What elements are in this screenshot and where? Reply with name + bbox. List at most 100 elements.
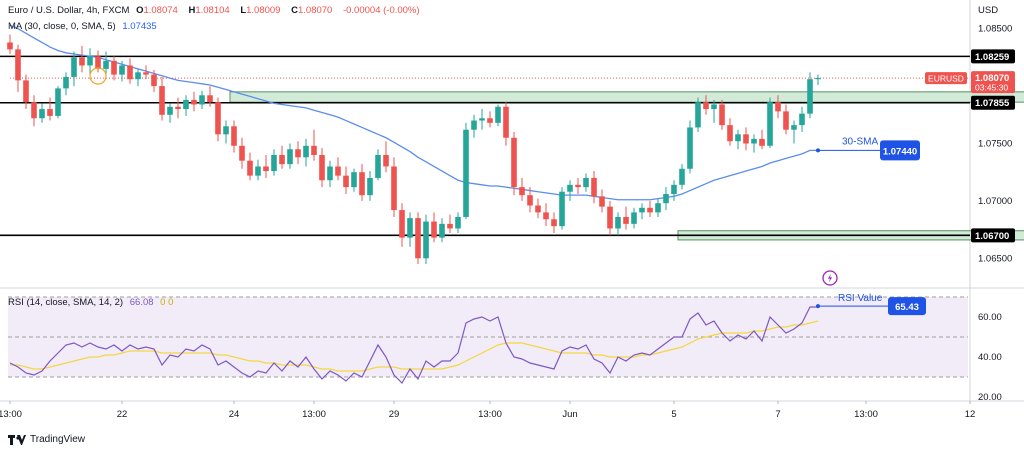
rsi-legend-label[interactable]: RSI (14, close, SMA, 14, 2) bbox=[8, 297, 124, 308]
candle-body bbox=[735, 134, 741, 142]
candle-body bbox=[183, 99, 189, 110]
candle-body bbox=[23, 80, 29, 103]
candle-body bbox=[351, 172, 357, 188]
x-tick-label: 13:00 bbox=[854, 409, 878, 420]
candle-body bbox=[383, 154, 389, 167]
tradingview-logo[interactable]: TradingView bbox=[8, 434, 85, 445]
ma-annotation-value: 1.07440 bbox=[883, 146, 917, 157]
countdown-label: 03:45:30 bbox=[975, 83, 1008, 93]
candle-body bbox=[623, 216, 629, 224]
x-tick-label: 22 bbox=[117, 409, 128, 420]
candle-body bbox=[127, 65, 133, 80]
candle-body bbox=[639, 207, 645, 213]
candle-body bbox=[159, 86, 165, 115]
candle-body bbox=[231, 126, 237, 146]
low-value: 1.08009 bbox=[246, 5, 281, 16]
candle-body bbox=[247, 160, 253, 176]
candle-body bbox=[399, 210, 405, 238]
candle-body bbox=[55, 88, 61, 116]
candle-body bbox=[95, 56, 101, 69]
candle-body bbox=[599, 196, 605, 207]
candle-body bbox=[559, 191, 565, 227]
candle-body bbox=[423, 221, 429, 259]
candle-body bbox=[407, 218, 413, 238]
candle-body bbox=[143, 72, 149, 75]
ma30-line: 30-SMA 1.07440 bbox=[9, 24, 920, 201]
candle-body bbox=[343, 175, 349, 188]
x-tick-label: Jun bbox=[562, 409, 577, 420]
candle-body bbox=[223, 126, 229, 135]
price-panel bbox=[0, 0, 970, 287]
candle-body bbox=[359, 172, 365, 196]
candle-body bbox=[551, 219, 557, 227]
candle-body bbox=[431, 221, 437, 238]
candle-body bbox=[687, 127, 693, 169]
candle-body bbox=[743, 134, 749, 144]
candle-body bbox=[263, 166, 269, 172]
level-label: 1.08259 bbox=[975, 52, 1009, 63]
ma-annotation-text: 30-SMA bbox=[842, 136, 878, 147]
close-value: 1.08070 bbox=[297, 5, 333, 16]
current-price-label: 1.08070 bbox=[975, 73, 1009, 84]
candle-body bbox=[215, 102, 221, 135]
candle-body bbox=[727, 125, 733, 142]
candle-body bbox=[415, 218, 421, 259]
candle-body bbox=[495, 106, 501, 123]
candle-body bbox=[103, 60, 109, 69]
symbol-title[interactable]: Euro / U.S. Dollar, 4h, FXCM bbox=[8, 5, 130, 16]
candle-body bbox=[527, 195, 533, 206]
high-value: 1.08104 bbox=[195, 5, 230, 16]
price-tick-label: 1.08500 bbox=[978, 24, 1012, 35]
ma-legend-label[interactable]: MA (30, close, 0, SMA, 5) bbox=[8, 21, 116, 32]
candle-body bbox=[119, 65, 125, 75]
candle-body bbox=[327, 166, 333, 181]
x-tick-label: 13:00 bbox=[0, 409, 22, 420]
candle-body bbox=[719, 104, 725, 126]
candle-body bbox=[79, 57, 85, 66]
candle-body bbox=[671, 184, 677, 195]
candle-body bbox=[375, 154, 381, 178]
candle-body bbox=[519, 187, 525, 196]
candle-body bbox=[207, 95, 213, 103]
candle-body bbox=[167, 106, 173, 115]
candle-body bbox=[583, 177, 589, 188]
candle-body bbox=[575, 184, 581, 188]
currency-label[interactable]: USD bbox=[978, 5, 999, 16]
ma-annotation-box bbox=[880, 140, 920, 161]
candle-body bbox=[799, 113, 805, 126]
candle-body bbox=[175, 106, 181, 110]
candle-body bbox=[711, 104, 717, 110]
tradingview-icon bbox=[8, 434, 26, 445]
candle-body bbox=[703, 102, 709, 110]
candle-body bbox=[71, 57, 77, 77]
candle-body bbox=[303, 145, 309, 158]
level-tag bbox=[971, 228, 1015, 243]
lightning-icon[interactable] bbox=[822, 270, 838, 286]
candle-body bbox=[543, 212, 549, 220]
ma-header: MA (30, close, 0, SMA, 5) 1.07435 bbox=[8, 21, 161, 32]
candle-body bbox=[767, 102, 773, 146]
price-tick-label: 1.07000 bbox=[978, 196, 1012, 207]
candle-body bbox=[591, 177, 597, 197]
level-label: 1.07855 bbox=[975, 98, 1010, 109]
candle-body bbox=[47, 109, 53, 116]
candle-body bbox=[63, 76, 69, 89]
ohlc-header: Euro / U.S. Dollar, 4h, FXCM O1.08074 H1… bbox=[8, 5, 420, 16]
candle-body bbox=[695, 102, 701, 128]
rsi-legend-extra: 0 0 bbox=[160, 297, 174, 308]
candle-body bbox=[367, 177, 373, 196]
candle-body bbox=[487, 118, 493, 123]
candle-body bbox=[751, 138, 757, 144]
rsi-annotation-box bbox=[888, 297, 926, 316]
rsi-lines: RSI Value 65.43 bbox=[9, 293, 926, 384]
candle-body bbox=[479, 118, 485, 121]
current-price-tag bbox=[971, 71, 1015, 94]
level-tag bbox=[971, 95, 1015, 110]
candle-body bbox=[391, 166, 397, 211]
candle-body bbox=[271, 154, 277, 172]
ma30-polyline bbox=[9, 24, 818, 201]
zone-rect bbox=[229, 91, 1024, 103]
candle-body bbox=[87, 56, 93, 66]
